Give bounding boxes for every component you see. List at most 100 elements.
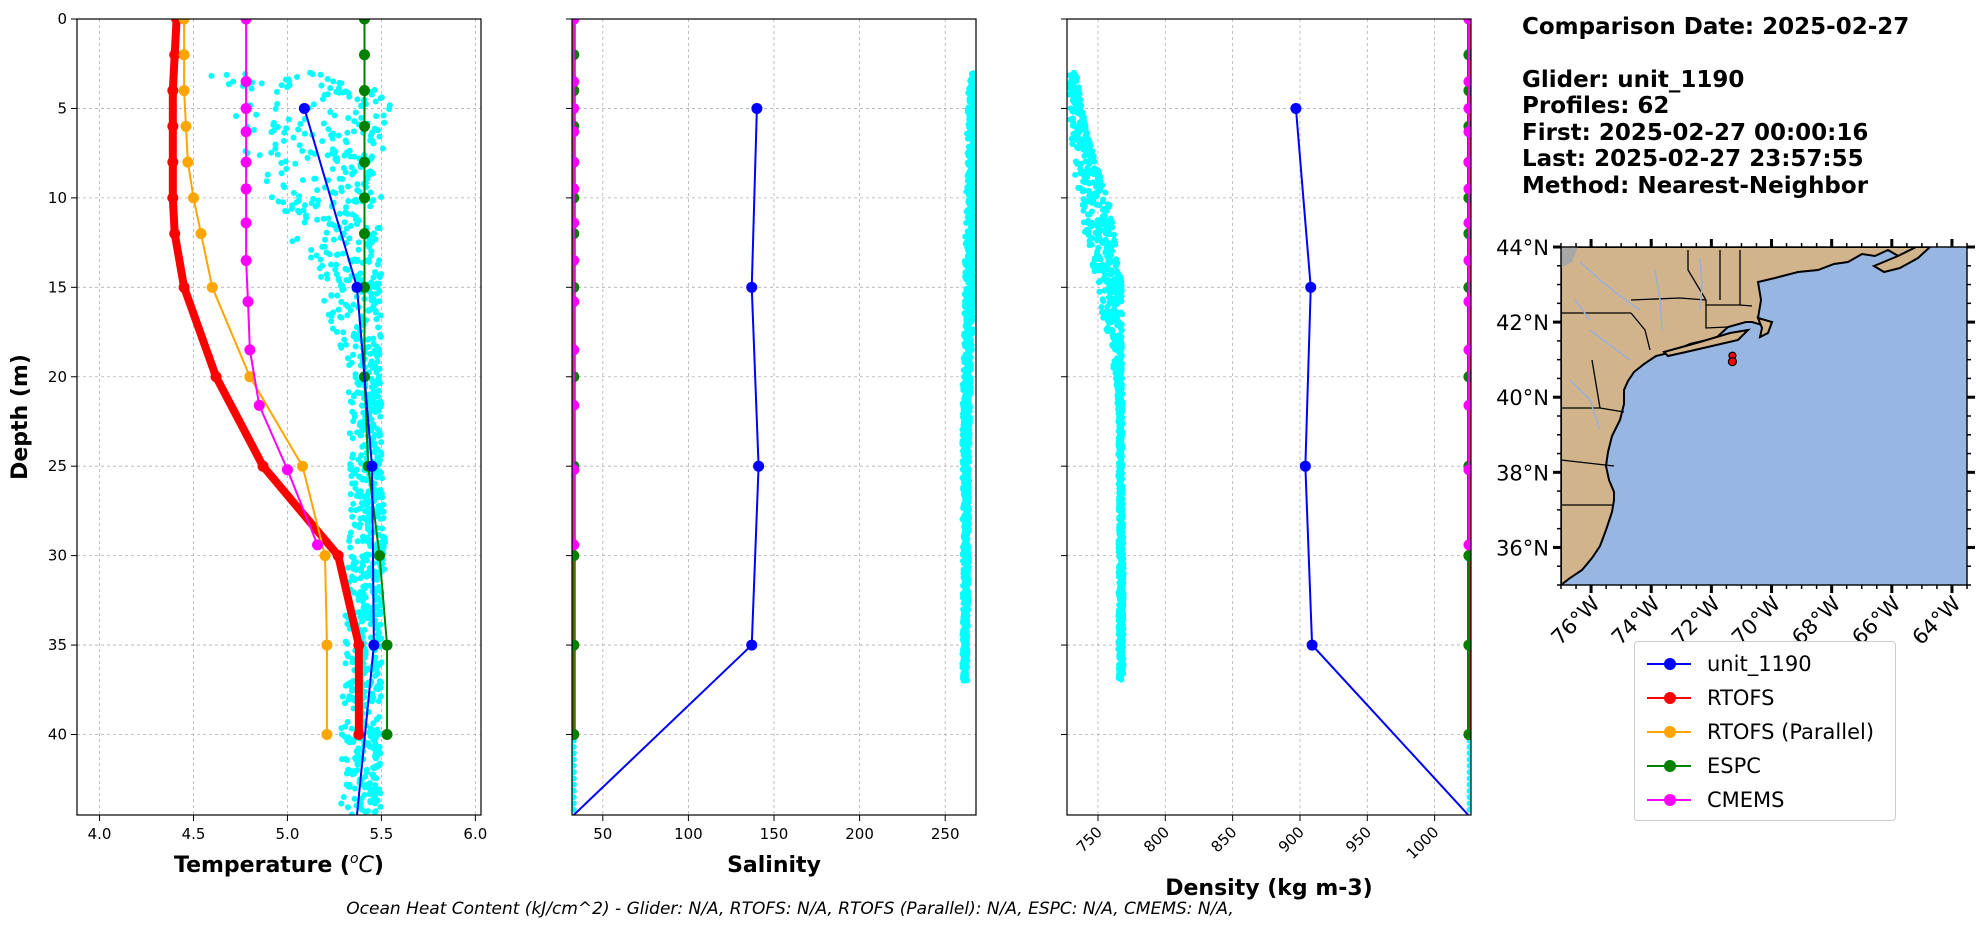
raw-glider-point (1071, 69, 1078, 76)
raw-glider-point (250, 126, 257, 133)
raw-glider-point (1104, 328, 1111, 335)
series-line (1294, 108, 1470, 815)
raw-glider-point (208, 72, 215, 79)
raw-glider-point (1118, 437, 1125, 444)
raw-glider-point (368, 294, 375, 301)
raw-glider-point (572, 787, 577, 794)
data-point (572, 217, 580, 229)
legend-label: RTOFS (Parallel) (1707, 720, 1875, 744)
raw-glider-point (357, 419, 364, 426)
raw-glider-point (225, 81, 232, 88)
raw-glider-point (345, 389, 352, 396)
series-line (573, 108, 760, 815)
raw-glider-point (356, 505, 363, 512)
raw-glider-point (374, 225, 381, 232)
raw-glider-point (314, 216, 321, 223)
raw-glider-point (359, 537, 366, 544)
raw-glider-point (1074, 127, 1081, 134)
raw-glider-point (328, 132, 335, 139)
raw-glider-point (966, 132, 973, 139)
raw-glider-point (324, 76, 331, 83)
raw-glider-point (297, 120, 304, 127)
raw-glider-point (375, 470, 382, 477)
raw-glider-point (374, 399, 381, 406)
raw-glider-point (378, 635, 385, 642)
raw-glider-point (386, 105, 393, 112)
data-point (321, 639, 333, 651)
raw-glider-point (360, 603, 367, 610)
x-tick-label: 5.0 (276, 825, 300, 843)
raw-glider-point (376, 661, 383, 668)
map-lon-label: 64°W (1908, 591, 1966, 649)
raw-glider-point (572, 806, 577, 813)
raw-glider-point (358, 114, 365, 121)
raw-glider-point (1084, 219, 1091, 226)
raw-glider-point (349, 659, 356, 666)
raw-glider-point (968, 285, 975, 292)
raw-glider-point (355, 276, 362, 283)
raw-glider-point (374, 365, 381, 372)
data-point (210, 371, 222, 383)
raw-glider-point (1466, 787, 1471, 794)
raw-glider-point (572, 750, 577, 757)
raw-glider-point (1073, 144, 1080, 151)
raw-glider-point (959, 619, 966, 626)
raw-glider-point (1104, 222, 1111, 229)
raw-glider-point (376, 760, 383, 767)
raw-glider-point (966, 235, 973, 242)
map-nova-scotia (1871, 247, 1932, 274)
raw-glider-point (1110, 241, 1117, 248)
raw-glider-point (317, 256, 324, 263)
raw-glider-point (371, 394, 378, 401)
raw-glider-point (369, 129, 376, 136)
raw-glider-point (963, 313, 970, 320)
raw-glider-point (342, 341, 349, 348)
raw-glider-point (377, 601, 384, 608)
salinity-plot-area (572, 19, 976, 815)
raw-glider-point (377, 803, 384, 810)
raw-glider-point (274, 101, 281, 108)
data-point (321, 729, 333, 741)
raw-glider-point (1083, 129, 1090, 136)
raw-glider-point (377, 413, 384, 420)
comparison-info: Comparison Date: 2025-02-27 Glider: unit… (1522, 14, 1909, 199)
raw-glider-point (353, 220, 360, 227)
raw-glider-point (326, 251, 333, 258)
raw-glider-point (1077, 102, 1084, 109)
raw-glider-point (962, 427, 969, 434)
raw-glider-point (1081, 179, 1088, 186)
raw-glider-point (1085, 188, 1092, 195)
data-point (298, 102, 310, 114)
x-tick-label: 250 (931, 825, 960, 843)
data-point (312, 539, 324, 551)
raw-glider-point (331, 112, 338, 119)
raw-glider-point (572, 775, 577, 782)
map-lon-label: 76°W (1547, 591, 1605, 649)
raw-glider-point (366, 582, 373, 589)
raw-glider-point (339, 693, 346, 700)
raw-glider-point (375, 324, 382, 331)
raw-glider-point (367, 168, 374, 175)
raw-glider-point (1117, 290, 1124, 297)
raw-glider-point (1089, 148, 1096, 155)
raw-glider-point (350, 128, 357, 135)
map-lat-label: 44°N (1496, 236, 1549, 260)
raw-glider-point (1069, 108, 1076, 115)
raw-glider-point (346, 739, 353, 746)
raw-glider-point (346, 430, 353, 437)
raw-glider-point (319, 138, 326, 145)
raw-glider-point (1118, 453, 1125, 460)
raw-glider-point (356, 473, 363, 480)
map-lat-label: 36°N (1496, 536, 1549, 560)
salinity-series-unit-1190 (573, 102, 765, 815)
raw-glider-point (365, 524, 372, 531)
raw-glider-point (966, 246, 973, 253)
raw-glider-point (368, 416, 375, 423)
raw-glider-point (964, 481, 971, 488)
raw-glider-point (334, 292, 341, 299)
data-point (358, 19, 370, 25)
data-point (358, 192, 370, 204)
raw-glider-point (374, 682, 381, 689)
raw-glider-point (963, 628, 970, 635)
raw-glider-point (366, 497, 373, 504)
